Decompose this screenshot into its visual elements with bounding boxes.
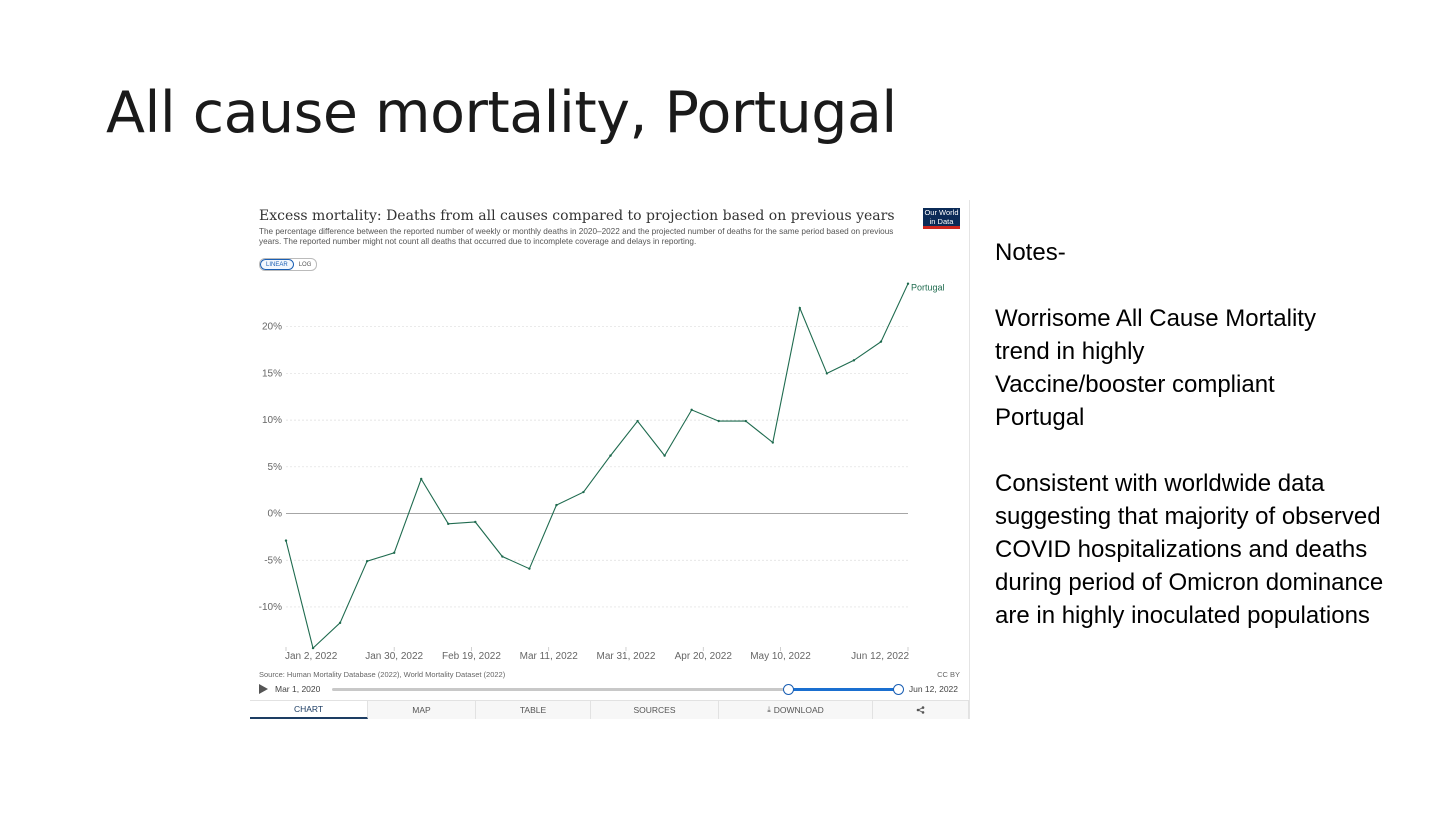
data-point xyxy=(717,419,720,423)
tab-download-label: DOWNLOAD xyxy=(773,705,824,715)
chart-license[interactable]: CC BY xyxy=(937,670,960,679)
notes-line: trend in highly xyxy=(995,338,1145,365)
data-point xyxy=(392,551,396,554)
data-point xyxy=(906,282,910,285)
timeline: Mar 1, 2020 Jun 12, 2022 xyxy=(259,682,960,696)
logo-line-1: Our World xyxy=(924,208,959,217)
y-tick-label: -10% xyxy=(259,602,282,613)
data-point xyxy=(501,555,504,558)
x-tick-label: Mar 11, 2022 xyxy=(520,651,579,662)
tab-sources[interactable]: SOURCES xyxy=(591,701,719,719)
tab-chart[interactable]: CHART xyxy=(250,701,368,719)
tab-map[interactable]: MAP xyxy=(368,701,476,719)
x-tick-label: May 10, 2022 xyxy=(750,651,811,662)
data-point xyxy=(636,419,639,423)
x-tick-label: Mar 31, 2022 xyxy=(597,651,656,662)
data-point xyxy=(420,477,423,481)
y-tick-label: -5% xyxy=(264,555,282,566)
notes-line: Portugal xyxy=(995,404,1085,431)
owid-logo[interactable]: Our World in Data xyxy=(923,208,960,229)
data-point xyxy=(474,520,477,524)
x-tick-label: Feb 19, 2022 xyxy=(442,651,501,662)
scale-log-button[interactable]: LOG xyxy=(298,261,312,268)
data-point xyxy=(825,372,829,375)
data-point xyxy=(744,419,747,423)
data-point xyxy=(555,503,558,507)
notes-line: are in highly inoculated populations xyxy=(995,602,1370,629)
notes-line: COVID hospitalizations and deaths xyxy=(995,536,1368,563)
data-point xyxy=(879,340,883,343)
owid-chart-panel: Excess mortality: Deaths from all causes… xyxy=(250,200,970,719)
timeline-start-label: Mar 1, 2020 xyxy=(275,684,321,694)
chart-title: Excess mortality: Deaths from all causes… xyxy=(259,208,895,224)
data-point xyxy=(798,306,802,310)
notes-heading: Notes- xyxy=(995,239,1066,266)
y-tick-label: 15% xyxy=(262,368,282,379)
timeline-end-label: Jun 12, 2022 xyxy=(908,684,958,694)
series-line-portugal xyxy=(285,283,909,650)
timeline-start-handle[interactable] xyxy=(783,684,794,695)
tab-table[interactable]: TABLE xyxy=(476,701,591,719)
notes-line: Vaccine/booster compliant xyxy=(995,371,1275,398)
slide-title: All cause mortality, Portugal xyxy=(106,80,897,146)
download-icon: ⤓ xyxy=(767,705,771,714)
x-tick-label: Jan 30, 2022 xyxy=(365,651,423,662)
scale-linear-button[interactable]: LINEAR xyxy=(260,259,294,270)
chart-subtitle: The percentage difference between the re… xyxy=(259,227,894,246)
notes-line: Worrisome All Cause Mortality xyxy=(995,305,1316,332)
logo-line-2: in Data xyxy=(929,216,954,226)
data-point xyxy=(284,539,288,542)
data-point xyxy=(609,454,612,457)
chart-source[interactable]: Source: Human Mortality Database (2022),… xyxy=(259,670,506,679)
data-point xyxy=(582,490,585,494)
series-label-portugal: Portugal xyxy=(911,283,945,293)
y-tick-label: 20% xyxy=(262,322,282,333)
x-tick-label: Jun 12, 2022 xyxy=(851,651,909,662)
tab-share[interactable] xyxy=(873,701,969,719)
data-point xyxy=(528,567,531,570)
notes-line: during period of Omicron dominance xyxy=(995,569,1384,596)
data-point xyxy=(771,441,774,444)
share-icon xyxy=(916,706,925,714)
timeline-track[interactable] xyxy=(332,684,904,695)
play-icon[interactable] xyxy=(259,684,268,694)
x-tick-label: Apr 20, 2022 xyxy=(675,651,733,662)
data-point xyxy=(663,454,666,457)
notes-line: suggesting that majority of observed xyxy=(995,503,1381,530)
y-tick-label: 0% xyxy=(268,509,283,520)
data-point xyxy=(852,359,856,362)
data-point xyxy=(311,646,315,650)
x-tick-label: Jan 2, 2022 xyxy=(285,651,338,662)
tab-download[interactable]: ⤓ DOWNLOAD xyxy=(719,701,873,719)
chart-plot[interactable]: -10% -5% 0% 5% 10% 15% 20% Jan 2, 2022 Jan 30, 2… xyxy=(250,200,969,670)
data-point xyxy=(365,559,369,563)
data-point xyxy=(447,522,450,526)
chart-tabs: CHART MAP TABLE SOURCES ⤓ DOWNLOAD xyxy=(250,700,969,719)
data-point xyxy=(690,408,693,412)
data-point xyxy=(338,621,342,625)
scale-toggle: LINEAR LOG xyxy=(259,258,318,271)
y-tick-label: 5% xyxy=(268,462,283,473)
timeline-end-handle[interactable] xyxy=(893,684,904,695)
y-tick-label: 10% xyxy=(262,415,282,426)
slide-notes: Notes- Worrisome All Cause Mortality tre… xyxy=(995,236,1445,632)
notes-line: Consistent with worldwide data xyxy=(995,470,1325,497)
timeline-selected-range xyxy=(789,688,899,691)
